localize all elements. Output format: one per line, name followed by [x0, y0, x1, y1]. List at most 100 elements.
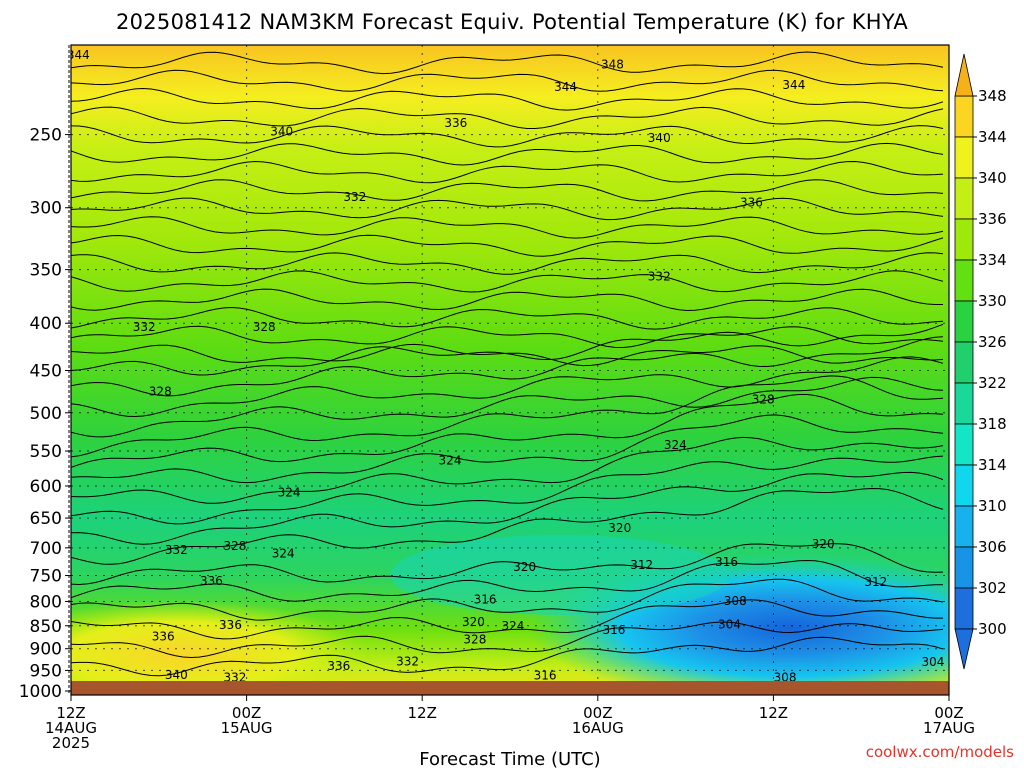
- colorbar-swatch: [954, 423, 974, 466]
- contour-label-text: 336: [152, 629, 175, 643]
- contour-line: [71, 543, 944, 586]
- contour-line: [71, 436, 944, 504]
- contour-line: [71, 578, 944, 621]
- contour-label: 320: [513, 560, 536, 574]
- contour-label: 340: [648, 131, 671, 145]
- contour-label: 332: [396, 654, 419, 668]
- contour-label-text: 320: [513, 560, 536, 574]
- contour-label: 328: [223, 539, 246, 553]
- contour-label: 324: [278, 486, 301, 500]
- contour-line: [71, 306, 944, 330]
- contour-label-text: 336: [327, 659, 350, 673]
- contour-label: 316: [715, 555, 738, 569]
- contour-label-text: 324: [439, 453, 462, 467]
- contour-label-text: 336: [740, 195, 763, 209]
- contour-label: 336: [152, 629, 175, 643]
- y-tick-label: 600: [30, 477, 62, 497]
- contour-label: 316: [602, 623, 625, 637]
- colorbar-swatch: [954, 546, 974, 589]
- contour-line: [71, 216, 944, 239]
- colorbar-swatch: [954, 341, 974, 384]
- x-tick-label: 15AUG: [221, 719, 273, 737]
- contour-label: 320: [462, 615, 485, 629]
- contour-label-text: 332: [343, 190, 366, 204]
- colorbar-tick-label: 344: [978, 128, 1007, 146]
- contour-label: 348: [601, 58, 624, 72]
- contour-label-text: 344: [782, 78, 805, 92]
- contour-line: [71, 197, 944, 221]
- colorbar-tick-label: 334: [978, 251, 1007, 269]
- contour-line: [71, 142, 944, 166]
- contour-label: 320: [608, 521, 631, 535]
- contour-label: 344: [67, 48, 90, 62]
- y-tick-label: 950: [30, 661, 62, 681]
- contour-label: 328: [149, 384, 172, 398]
- colorbar-swatch: [954, 300, 974, 343]
- contour-label: 324: [501, 619, 524, 633]
- y-tick-label: 650: [30, 509, 62, 529]
- x-tick-label: 00Z: [232, 704, 261, 722]
- contour-label-text: 312: [630, 558, 653, 572]
- colorbar-tick-label: 306: [978, 538, 1007, 556]
- contour-label: 332: [165, 543, 188, 557]
- contour-label-text: 320: [812, 537, 835, 551]
- contour-label-text: 340: [270, 124, 293, 138]
- contour-label-text: 336: [444, 116, 467, 130]
- contour-label-text: 332: [648, 269, 671, 283]
- contour-line: [71, 375, 944, 458]
- contour-label: 328: [752, 393, 775, 407]
- y-tick-label: 750: [30, 567, 62, 587]
- y-tick-label: 400: [30, 314, 62, 334]
- x-tick-label: 12Z: [759, 704, 788, 722]
- colorbar-tick-label: 322: [978, 374, 1007, 392]
- colorbar-swatch: [954, 95, 974, 138]
- contour-label-text: 316: [474, 592, 497, 606]
- contour-label: 344: [554, 80, 577, 94]
- contour-label-text: 328: [223, 539, 246, 553]
- contour-label-text: 348: [601, 58, 624, 72]
- contour-label-text: 332: [133, 320, 156, 334]
- contour-label: 332: [343, 190, 366, 204]
- x-tick-label: 12Z: [408, 704, 437, 722]
- colorbar-tick-label: 302: [978, 579, 1007, 597]
- colorbar-tick-label: 336: [978, 210, 1007, 228]
- contour-line: [71, 87, 944, 111]
- contour-label-text: 336: [219, 618, 242, 632]
- colorbar-swatch: [954, 259, 974, 302]
- contour-line: [71, 487, 944, 565]
- contour-label: 336: [200, 574, 223, 588]
- contour-line: [71, 414, 944, 484]
- y-tick-label: 250: [30, 126, 62, 146]
- contour-label: 336: [219, 618, 242, 632]
- y-tick-label: 500: [30, 404, 62, 424]
- colorbar-swatch: [954, 464, 974, 507]
- y-tick-label: 800: [30, 592, 62, 612]
- contour-label: 316: [534, 668, 557, 682]
- contour-label: 324: [664, 438, 687, 452]
- contour-label: 336: [444, 116, 467, 130]
- contour-label-text: 304: [921, 655, 944, 669]
- colorbar-tick-label: 340: [978, 169, 1007, 187]
- y-tick-label: 300: [30, 199, 62, 219]
- contour-label: 304: [921, 655, 944, 669]
- contour-label-text: 340: [165, 668, 188, 682]
- contour-label-text: 324: [272, 547, 295, 561]
- contour-label-text: 332: [165, 543, 188, 557]
- contour-label: 336: [327, 659, 350, 673]
- contour-label-text: 324: [664, 438, 687, 452]
- credit-text: coolwx.com/models: [866, 743, 1014, 761]
- y-tick-label: 900: [30, 640, 62, 660]
- contour-label-text: 324: [278, 486, 301, 500]
- x-tick-label: 17AUG: [923, 719, 975, 737]
- terrain-strip: [71, 681, 949, 695]
- contour-line: [71, 125, 944, 148]
- contour-label-text: 336: [200, 574, 223, 588]
- contour-label-text: 344: [67, 48, 90, 62]
- contour-label: 324: [439, 453, 462, 467]
- contour-label: 324: [272, 547, 295, 561]
- colorbar-tick-label: 326: [978, 333, 1007, 351]
- contour-line: [71, 336, 944, 397]
- x-tick-label: 00Z: [934, 704, 963, 722]
- colorbar-top-arrow: [954, 53, 974, 97]
- contour-line: [71, 599, 943, 640]
